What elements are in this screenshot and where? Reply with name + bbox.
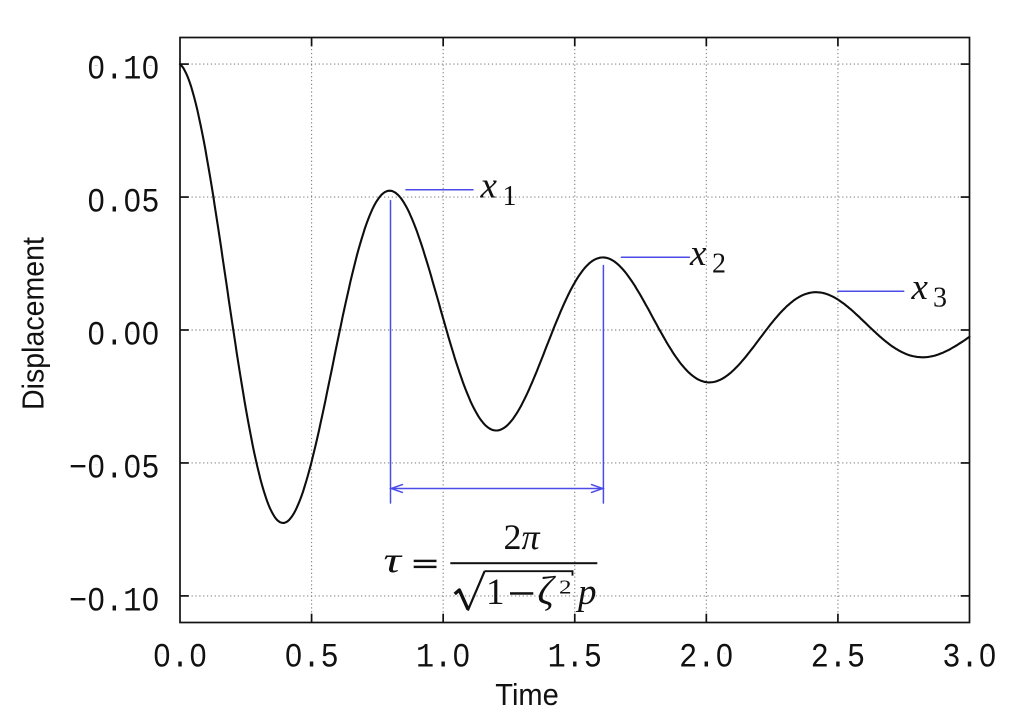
svg-text:Displacement: Displacement	[16, 237, 51, 410]
svg-text:0.05: 0.05	[87, 185, 159, 223]
svg-text:2: 2	[712, 249, 726, 280]
svg-text:2.5: 2.5	[811, 640, 865, 678]
svg-text:1: 1	[503, 181, 517, 212]
svg-text:0.00: 0.00	[87, 318, 159, 356]
svg-text:2: 2	[504, 517, 522, 557]
svg-text:1.5: 1.5	[548, 640, 602, 678]
svg-text:2: 2	[559, 577, 572, 599]
svg-text:3: 3	[933, 283, 947, 314]
svg-text:π: π	[522, 517, 541, 557]
svg-text:−0.10: −0.10	[69, 583, 160, 621]
svg-text:x: x	[911, 267, 929, 308]
svg-text:ζ: ζ	[538, 568, 557, 613]
svg-text:1: 1	[486, 572, 505, 613]
svg-text:−0.05: −0.05	[69, 451, 160, 489]
svg-text:τ: τ	[384, 540, 403, 580]
svg-text:x: x	[480, 166, 498, 207]
svg-text:p: p	[575, 572, 597, 613]
svg-text:0.10: 0.10	[87, 52, 159, 90]
svg-text:x: x	[689, 233, 707, 274]
svg-text:Time: Time	[495, 677, 559, 712]
